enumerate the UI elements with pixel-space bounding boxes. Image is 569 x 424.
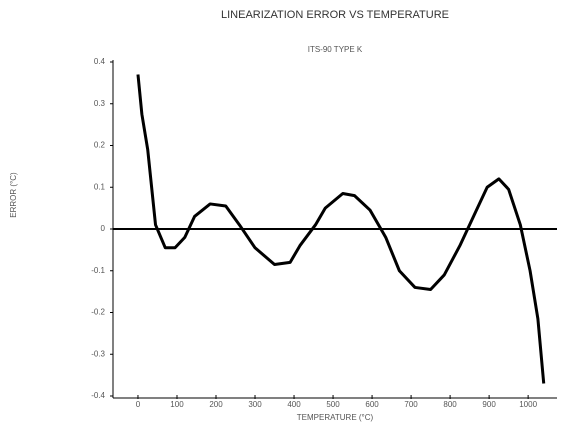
y-tick-label: 0.1 [94, 182, 106, 191]
y-tick-label: 0.4 [94, 57, 106, 66]
x-tick-label: 800 [443, 400, 457, 409]
x-tick-label: 1000 [519, 400, 537, 409]
x-tick-label: 400 [287, 400, 301, 409]
y-tick-label: 0 [101, 224, 106, 233]
x-tick-label: 700 [404, 400, 418, 409]
y-tick-label: -0.4 [91, 391, 105, 400]
y-tick-label: -0.3 [91, 349, 105, 358]
x-tick-label: 500 [326, 400, 340, 409]
chart-subtitle: ITS-90 TYPE K [308, 45, 363, 54]
y-axis-label: ERROR (°C) [9, 172, 18, 218]
x-tick-label: 200 [209, 400, 223, 409]
y-tick-label: -0.2 [91, 308, 105, 317]
x-tick-label: 900 [482, 400, 496, 409]
x-tick-label: 600 [365, 400, 379, 409]
x-axis-label: TEMPERATURE (°C) [297, 413, 374, 422]
data-line [136, 74, 546, 384]
y-tick-label: 0.2 [94, 141, 106, 150]
y-tick-label: 0.3 [94, 99, 106, 108]
y-tick-label: -0.1 [91, 266, 105, 275]
chart-title: LINEARIZATION ERROR VS TEMPERATURE [221, 9, 449, 21]
x-tick-label: 0 [136, 400, 141, 409]
x-tick-label: 300 [248, 400, 262, 409]
x-tick-label: 100 [170, 400, 184, 409]
